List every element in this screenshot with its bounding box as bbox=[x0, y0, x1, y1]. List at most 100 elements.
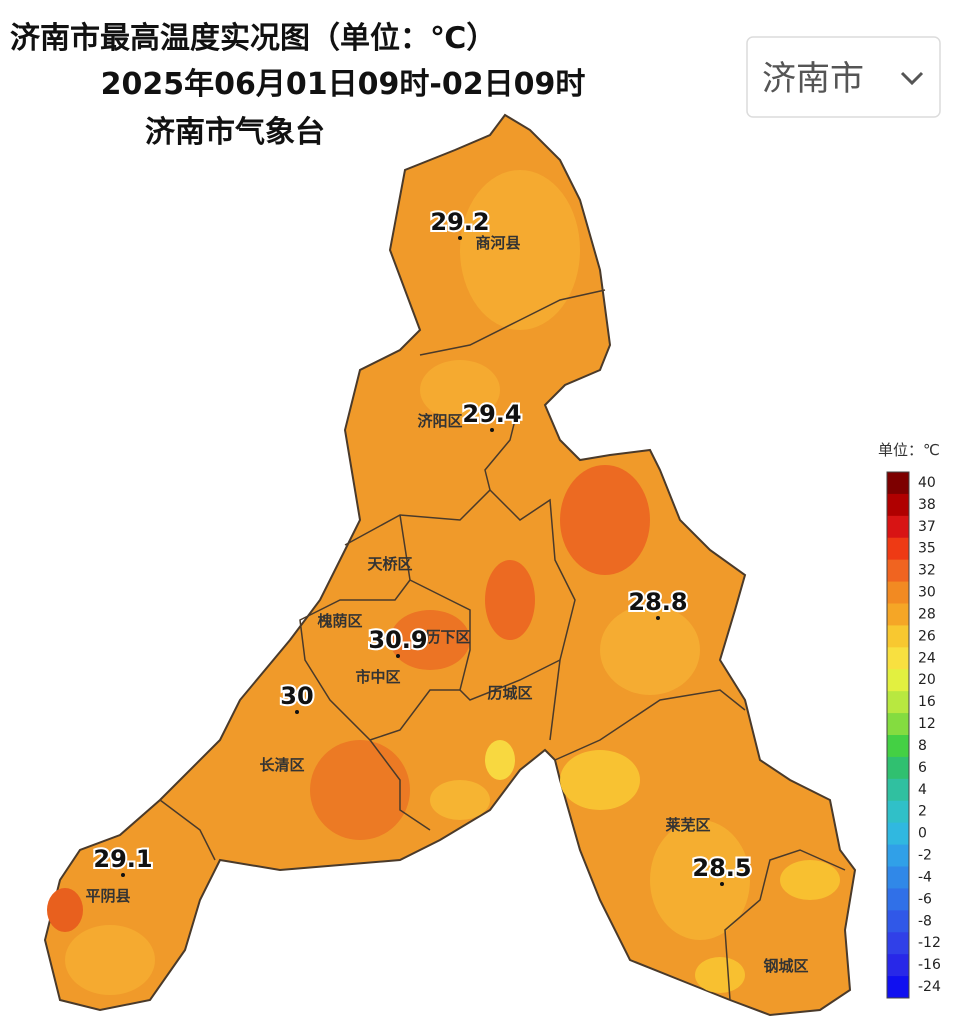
patch bbox=[65, 925, 155, 995]
station-dot bbox=[458, 236, 462, 240]
district-name: 长清区 bbox=[259, 756, 304, 774]
patch bbox=[560, 465, 650, 575]
legend-label: 2 bbox=[918, 804, 927, 820]
city-outline bbox=[43, 113, 857, 1017]
legend-swatch bbox=[887, 493, 909, 517]
dropdown-chevron[interactable] bbox=[900, 71, 924, 86]
legend-label: 20 bbox=[918, 672, 936, 688]
legend-swatch bbox=[887, 581, 909, 604]
legend-title: 单位：℃ bbox=[878, 441, 940, 459]
legend-label: 12 bbox=[918, 716, 936, 732]
legend-label: 26 bbox=[918, 628, 936, 644]
legend-swatch bbox=[887, 976, 909, 999]
district-name: 历下区 bbox=[425, 628, 470, 646]
legend-label: 28 bbox=[918, 606, 936, 622]
legend-swatch bbox=[887, 472, 909, 495]
district-name: 商河县 bbox=[475, 234, 520, 252]
legend-swatch bbox=[887, 800, 909, 824]
station-dot bbox=[490, 428, 494, 432]
legend-label: 4 bbox=[918, 782, 927, 798]
legend-label: 37 bbox=[918, 519, 936, 535]
patch bbox=[485, 740, 515, 780]
legend-label: 8 bbox=[918, 738, 927, 754]
legend-swatch bbox=[887, 735, 909, 758]
station-dot bbox=[720, 882, 724, 886]
border bbox=[554, 689, 746, 761]
patch bbox=[460, 170, 580, 330]
region-dropdown[interactable]: 济南市 bbox=[746, 36, 941, 118]
legend-label: 24 bbox=[918, 650, 936, 666]
district-name: 钢城区 bbox=[763, 957, 808, 975]
station-dot bbox=[396, 654, 400, 658]
legend-label: 35 bbox=[918, 541, 936, 557]
dropdown-label[interactable]: 济南市 bbox=[762, 59, 864, 99]
border bbox=[159, 799, 216, 861]
legend-swatch bbox=[887, 559, 909, 583]
legend-label: -16 bbox=[918, 957, 941, 973]
legend-swatch bbox=[887, 954, 909, 977]
border bbox=[299, 514, 460, 741]
legend-swatch bbox=[887, 713, 909, 736]
legend-label: 40 bbox=[918, 475, 936, 491]
station-value: 29.4 bbox=[462, 400, 521, 428]
border bbox=[724, 849, 846, 1001]
border bbox=[369, 739, 431, 831]
legend-swatch bbox=[887, 888, 909, 911]
legend-swatch bbox=[887, 756, 909, 780]
legend-label: -6 bbox=[918, 891, 932, 907]
legend-swatch bbox=[887, 625, 909, 648]
patch bbox=[47, 888, 83, 932]
patch bbox=[390, 610, 470, 670]
patch bbox=[780, 860, 840, 900]
district-name: 济阳区 bbox=[417, 412, 462, 430]
station-dot bbox=[121, 873, 125, 877]
legend-swatch bbox=[887, 647, 909, 670]
station-value: 28.8 bbox=[628, 588, 687, 616]
legend-label: 16 bbox=[918, 694, 936, 710]
legend-swatch bbox=[887, 515, 909, 539]
legend-swatch bbox=[887, 866, 909, 889]
patch bbox=[420, 360, 500, 420]
station-value: 30 bbox=[280, 682, 313, 710]
patch bbox=[695, 957, 745, 993]
station-value: 28.5 bbox=[692, 854, 751, 882]
temperature-patches bbox=[47, 170, 840, 995]
legend-swatch bbox=[887, 778, 909, 802]
station-value: 29.2 bbox=[430, 208, 489, 236]
patch bbox=[485, 560, 535, 640]
legend-label: 38 bbox=[918, 497, 936, 513]
legend: 40383735323028262420161286420-2-4-6-8-12… bbox=[886, 471, 941, 999]
legend-label: 0 bbox=[918, 826, 927, 842]
legend-label: 6 bbox=[918, 760, 927, 776]
legend-swatch bbox=[887, 910, 909, 933]
legend-label: 30 bbox=[918, 585, 936, 601]
district-borders bbox=[159, 289, 846, 1001]
legend-swatch bbox=[887, 844, 909, 867]
border bbox=[419, 289, 606, 356]
legend-swatch bbox=[887, 537, 909, 561]
legend-label: -24 bbox=[918, 979, 941, 995]
legend-label: -4 bbox=[918, 869, 932, 885]
legend-label: 32 bbox=[918, 563, 936, 579]
district-name: 莱芜区 bbox=[665, 816, 710, 834]
dropdown-box[interactable] bbox=[746, 36, 941, 118]
legend-label: -8 bbox=[918, 913, 932, 929]
legend-swatch bbox=[887, 822, 909, 846]
station-value: 30.9 bbox=[368, 626, 427, 654]
patch bbox=[600, 605, 700, 695]
district-name: 槐荫区 bbox=[316, 612, 362, 630]
legend-frame bbox=[886, 471, 910, 999]
patch bbox=[650, 820, 750, 940]
legend-swatch bbox=[887, 669, 909, 692]
station-dot bbox=[656, 616, 660, 620]
legend-swatch bbox=[887, 932, 909, 955]
patch bbox=[560, 750, 640, 810]
border bbox=[409, 579, 561, 701]
map-subtitle: 2025年06月01日09时-02日09时 bbox=[101, 67, 586, 102]
map-title: 济南市最高温度实况图（单位：℃） bbox=[10, 21, 496, 56]
legend-swatch bbox=[887, 691, 909, 714]
patch bbox=[430, 780, 490, 820]
